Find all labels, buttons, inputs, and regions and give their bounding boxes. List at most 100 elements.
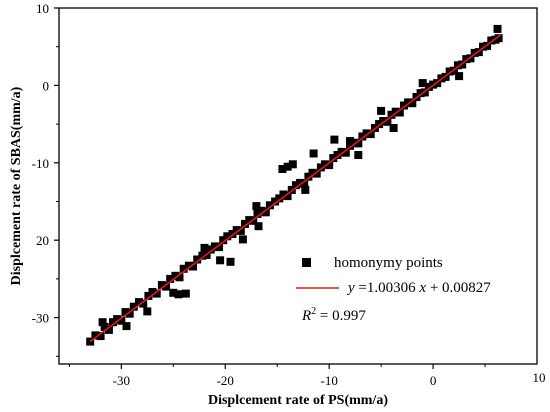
data-point bbox=[416, 89, 425, 98]
data-point bbox=[283, 192, 292, 201]
data-point bbox=[377, 106, 386, 115]
data-point bbox=[171, 271, 180, 280]
data-point bbox=[309, 149, 318, 158]
data-point bbox=[179, 264, 188, 273]
data-point bbox=[122, 322, 131, 331]
x-tick-label: -30 bbox=[113, 373, 130, 388]
data-point bbox=[193, 255, 202, 264]
data-point bbox=[219, 236, 228, 245]
data-point bbox=[271, 197, 280, 206]
data-point bbox=[296, 178, 305, 187]
legend-label-points: homonymy points bbox=[334, 255, 443, 271]
r-squared-label: R2 = 0.997 bbox=[301, 306, 366, 324]
data-point bbox=[362, 129, 371, 138]
data-point bbox=[166, 274, 175, 283]
data-point bbox=[400, 101, 408, 110]
data-point bbox=[254, 222, 263, 231]
data-point bbox=[283, 162, 292, 171]
data-point bbox=[408, 99, 417, 108]
data-point bbox=[301, 185, 310, 194]
data-point bbox=[278, 165, 287, 173]
data-point bbox=[288, 160, 297, 169]
data-point bbox=[175, 273, 184, 282]
data-point bbox=[395, 108, 404, 117]
data-point bbox=[139, 299, 148, 308]
data-point bbox=[232, 226, 241, 235]
data-point bbox=[350, 138, 359, 147]
data-points bbox=[86, 24, 503, 346]
x-tick-label: 0 bbox=[430, 373, 437, 388]
data-point bbox=[366, 130, 375, 139]
data-point bbox=[493, 24, 502, 33]
data-point bbox=[291, 181, 300, 190]
data-point bbox=[162, 282, 170, 291]
data-point bbox=[210, 242, 219, 251]
data-point bbox=[455, 72, 464, 81]
data-point bbox=[236, 226, 245, 235]
regression-line bbox=[89, 34, 502, 343]
data-point bbox=[383, 117, 392, 126]
data-point bbox=[228, 230, 237, 238]
data-point bbox=[104, 325, 113, 334]
data-point bbox=[249, 216, 258, 225]
data-point bbox=[129, 302, 138, 311]
data-point bbox=[424, 82, 433, 91]
data-point bbox=[341, 148, 350, 157]
data-point bbox=[279, 190, 288, 199]
y-axis-title: Displcement rate of SBAS(mm/a) bbox=[9, 86, 24, 285]
data-point bbox=[174, 290, 183, 299]
data-point bbox=[354, 151, 363, 159]
data-point bbox=[333, 151, 342, 159]
data-point bbox=[321, 160, 329, 169]
data-point bbox=[379, 117, 388, 125]
x-tick-label: 10 bbox=[533, 370, 546, 385]
data-point bbox=[252, 202, 261, 211]
data-point bbox=[487, 36, 496, 45]
data-point bbox=[117, 316, 126, 325]
data-point bbox=[389, 124, 398, 132]
data-point bbox=[346, 141, 354, 150]
data-point bbox=[113, 315, 122, 324]
data-point bbox=[223, 232, 232, 241]
data-point bbox=[391, 107, 400, 116]
data-point bbox=[91, 331, 100, 340]
y-tick-label: -30 bbox=[32, 311, 49, 326]
data-point bbox=[215, 243, 223, 252]
data-point bbox=[375, 120, 384, 129]
data-point bbox=[312, 169, 321, 178]
data-point bbox=[206, 245, 215, 254]
data-point bbox=[462, 55, 471, 64]
data-point bbox=[184, 261, 193, 270]
data-point bbox=[346, 137, 354, 146]
x-tick-label: -20 bbox=[217, 373, 234, 388]
legend-label-equation: y =1.00306 x + 0.00827 bbox=[346, 280, 491, 296]
data-point bbox=[200, 243, 209, 252]
data-point bbox=[308, 168, 317, 177]
data-point bbox=[135, 298, 143, 307]
data-point bbox=[121, 308, 130, 317]
data-point bbox=[418, 79, 427, 88]
x-axis-title: Displcement rate of PS(mm/a) bbox=[208, 393, 388, 408]
data-point bbox=[98, 318, 107, 327]
data-point bbox=[325, 161, 334, 170]
data-point bbox=[152, 289, 161, 298]
data-point bbox=[494, 34, 503, 43]
data-point bbox=[257, 206, 266, 215]
y-tick-label: 20 bbox=[36, 233, 49, 248]
y-tick-label: -10 bbox=[32, 156, 49, 171]
data-point bbox=[445, 67, 454, 76]
legend: homonymy points y =1.00306 x + 0.00827 R… bbox=[296, 255, 491, 324]
data-point bbox=[304, 172, 313, 181]
data-point bbox=[300, 179, 309, 188]
data-point bbox=[96, 332, 105, 341]
data-point bbox=[143, 307, 152, 316]
data-point bbox=[226, 257, 235, 266]
data-point bbox=[261, 208, 270, 217]
tick-labels: -30 -20 -10 0 10 10 0 -10 20 -30 bbox=[32, 1, 546, 388]
x-tick-label: -10 bbox=[321, 373, 338, 388]
data-point bbox=[354, 139, 363, 148]
data-point bbox=[358, 132, 367, 141]
data-point bbox=[109, 318, 117, 327]
data-point bbox=[265, 201, 274, 210]
